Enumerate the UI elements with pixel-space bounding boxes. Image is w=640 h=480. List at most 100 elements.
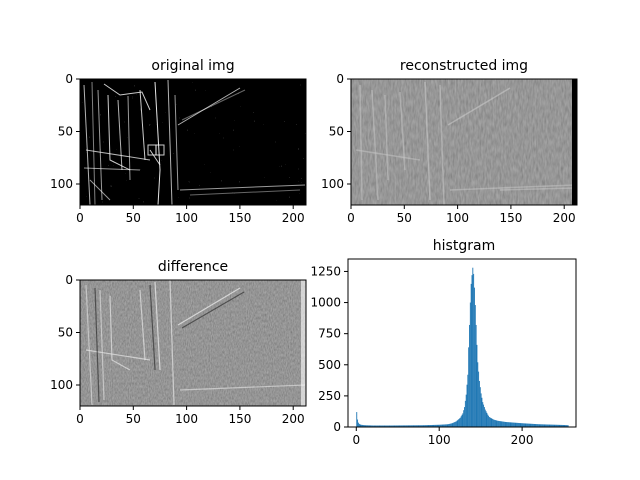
histogram-bar bbox=[536, 424, 538, 427]
histogram-bar bbox=[372, 425, 373, 427]
histogram-bar bbox=[406, 425, 407, 427]
histogram-bar bbox=[483, 404, 485, 427]
histogram-bar bbox=[430, 425, 432, 427]
xaxis-reconstructed: 0 50 100 150 200 bbox=[347, 205, 576, 225]
histogram-bar bbox=[551, 424, 553, 427]
histogram-bar bbox=[381, 425, 383, 427]
histogram-bar bbox=[380, 425, 382, 427]
histogram-bar bbox=[527, 423, 529, 427]
axes-frame-original bbox=[79, 78, 307, 206]
histogram-bar bbox=[417, 425, 419, 427]
y-tick-label: 1000 bbox=[310, 296, 341, 310]
y-tick-label: 100 bbox=[50, 177, 73, 191]
histogram-bar bbox=[547, 424, 549, 427]
histogram-bar bbox=[432, 424, 434, 427]
histogram-bar bbox=[388, 425, 390, 427]
histogram-bar bbox=[370, 425, 372, 427]
histogram-bar bbox=[521, 423, 523, 427]
histogram-bar bbox=[401, 425, 402, 427]
histogram-bar bbox=[435, 424, 436, 427]
histogram-bar bbox=[455, 421, 457, 427]
histogram-bar bbox=[516, 422, 518, 427]
x-tick-label: 0 bbox=[76, 211, 84, 225]
histogram-bar bbox=[528, 423, 530, 427]
histogram-bar bbox=[525, 423, 527, 427]
x-tick-label: 150 bbox=[228, 211, 251, 225]
histogram-bar bbox=[401, 425, 403, 427]
histogram-bar bbox=[556, 424, 558, 427]
histogram-bar bbox=[509, 422, 511, 427]
histogram-bar bbox=[362, 425, 364, 427]
histogram-bar bbox=[502, 421, 504, 427]
histogram-bar bbox=[542, 424, 544, 427]
panel-difference: difference 0 bbox=[50, 259, 307, 426]
histogram-bar bbox=[505, 422, 507, 427]
histogram-bar bbox=[411, 425, 412, 427]
histogram-bar bbox=[543, 424, 545, 427]
histogram-bar bbox=[491, 418, 493, 427]
histogram-bar bbox=[465, 394, 467, 427]
histogram-bar bbox=[507, 422, 509, 427]
histogram-bar bbox=[554, 424, 556, 427]
y-tick-label: 0 bbox=[336, 72, 344, 86]
image-reconstructed bbox=[351, 79, 577, 205]
histogram-bar bbox=[410, 425, 412, 427]
histogram-bar bbox=[419, 425, 421, 427]
histogram-bar bbox=[415, 425, 417, 427]
x-tick-label: 50 bbox=[126, 412, 141, 426]
x-tick-label: 50 bbox=[126, 211, 141, 225]
x-tick-label: 200 bbox=[282, 211, 305, 225]
histogram-bar bbox=[503, 421, 505, 427]
histogram-bar bbox=[537, 424, 538, 427]
histogram-bar bbox=[444, 424, 446, 427]
histogram-bar bbox=[560, 424, 562, 427]
histogram-bar bbox=[406, 425, 408, 427]
histogram-bar bbox=[452, 422, 454, 427]
histogram-bar bbox=[445, 424, 447, 427]
x-tick-label: 50 bbox=[397, 211, 412, 225]
histogram-bar bbox=[357, 419, 359, 427]
x-tick-label: 0 bbox=[352, 433, 360, 447]
histogram-bar bbox=[476, 344, 478, 427]
histogram-bar bbox=[546, 424, 548, 427]
histogram-bar bbox=[513, 422, 515, 427]
histogram-bar bbox=[407, 425, 409, 427]
histogram-bar bbox=[562, 424, 564, 427]
histogram-bar bbox=[529, 423, 531, 427]
histogram-bar bbox=[473, 273, 475, 427]
histogram-bar bbox=[475, 324, 477, 427]
histogram-bar bbox=[450, 423, 452, 427]
histogram-bar bbox=[418, 425, 420, 427]
histogram-bar bbox=[425, 425, 427, 427]
histogram-bar bbox=[493, 419, 495, 427]
x-tick-label: 200 bbox=[282, 412, 305, 426]
y-tick-label: 750 bbox=[318, 327, 341, 341]
yaxis-original: 0 50 100 bbox=[50, 72, 80, 191]
histogram-bar bbox=[515, 422, 517, 427]
histogram-bar bbox=[483, 407, 485, 427]
histogram-bar bbox=[478, 380, 480, 427]
histogram-bar bbox=[424, 425, 426, 427]
histogram-bar bbox=[480, 393, 482, 427]
histogram-bar bbox=[530, 423, 532, 427]
histogram-bar bbox=[493, 419, 494, 427]
histogram-bar bbox=[443, 424, 445, 427]
histogram-bar bbox=[384, 425, 386, 427]
histogram-bar bbox=[415, 425, 417, 427]
histogram-bar bbox=[386, 425, 388, 427]
histogram-bars bbox=[356, 267, 569, 427]
histogram-bar bbox=[426, 425, 428, 427]
y-tick-label: 250 bbox=[318, 389, 341, 403]
histogram-bar bbox=[557, 424, 559, 427]
histogram-bar bbox=[391, 425, 393, 427]
xaxis-difference: 0 50 100 150 200 bbox=[76, 406, 305, 426]
histogram-bar bbox=[367, 425, 369, 427]
histogram-bar bbox=[510, 422, 512, 427]
histogram-bar bbox=[413, 425, 415, 427]
histogram-bar bbox=[496, 420, 498, 427]
histogram-bar bbox=[481, 397, 483, 427]
histogram-bar bbox=[462, 413, 464, 427]
histogram-bar bbox=[423, 425, 425, 427]
histogram-bar bbox=[535, 424, 537, 427]
histogram-bar bbox=[567, 425, 569, 427]
